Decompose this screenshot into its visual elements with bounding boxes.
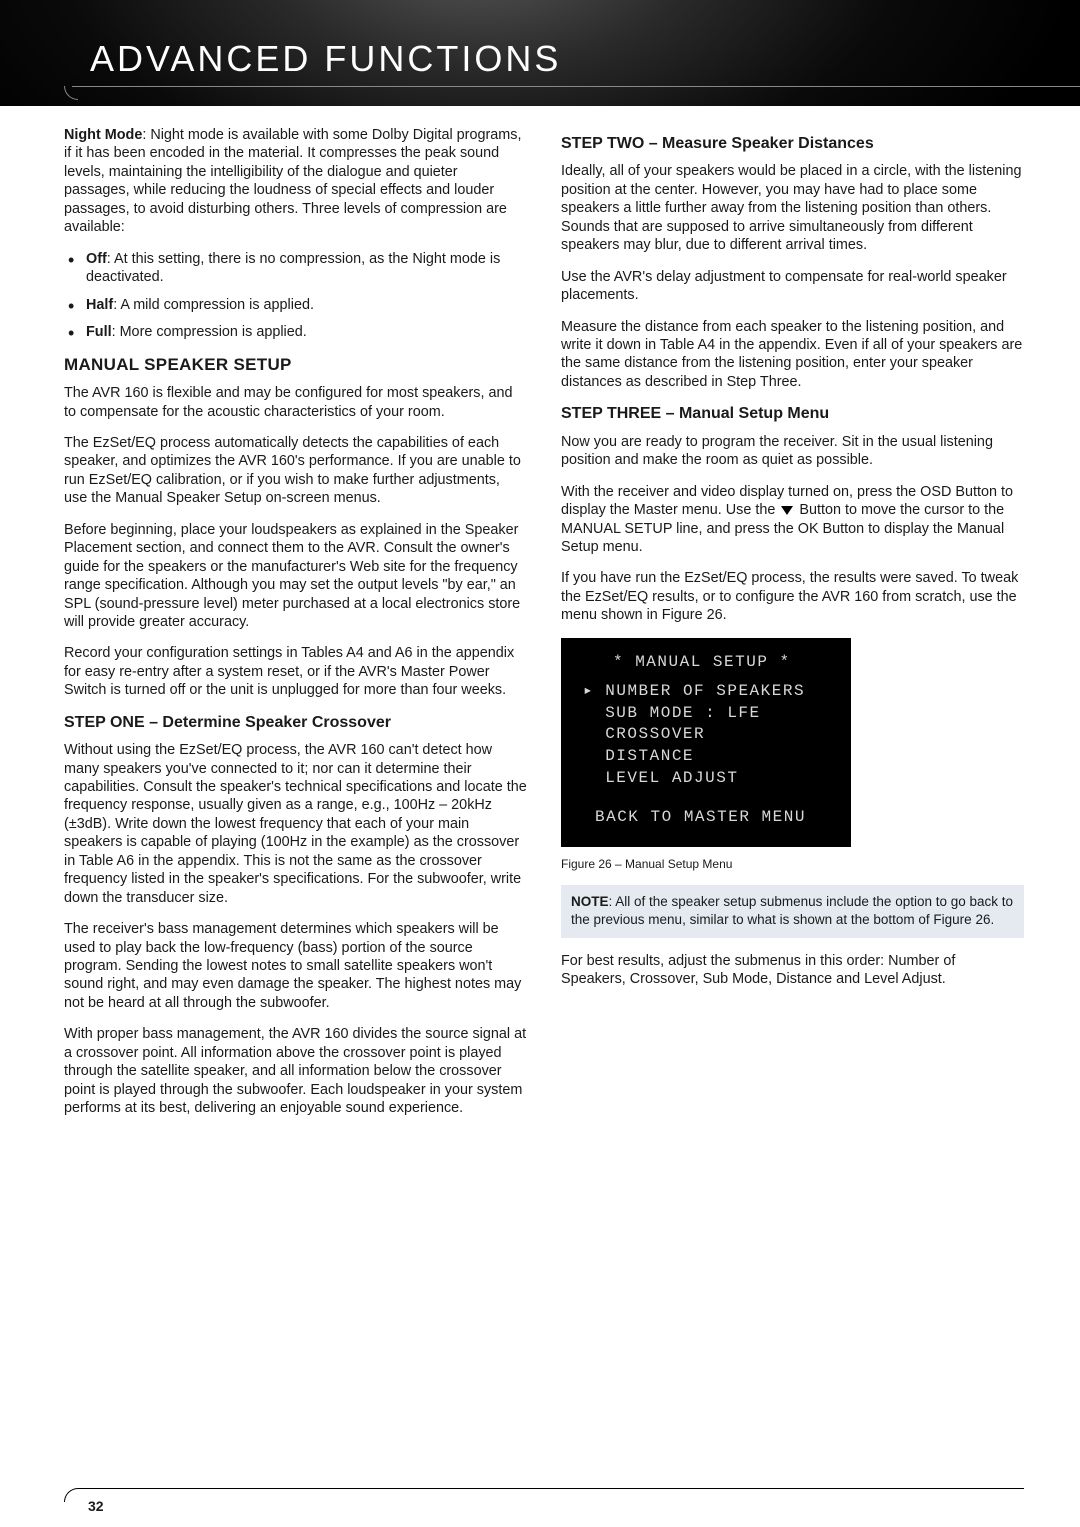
note-box: NOTE: All of the speaker setup submenus … <box>561 885 1024 937</box>
note-label: NOTE <box>571 894 609 909</box>
night-mode-paragraph: Night Mode: Night mode is available with… <box>64 126 527 237</box>
body-text: With the receiver and video display turn… <box>561 483 1024 557</box>
body-text: Ideally, all of your speakers would be p… <box>561 162 1024 254</box>
osd-line: LEVEL ADJUST <box>583 768 833 790</box>
list-item: Full: More compression is applied. <box>64 323 527 341</box>
osd-title: * MANUAL SETUP * <box>583 652 833 674</box>
bullet-label: Full <box>86 324 112 340</box>
body-text: Now you are ready to program the receive… <box>561 433 1024 470</box>
body-text: With proper bass management, the AVR 160… <box>64 1025 527 1117</box>
body-text: Measure the distance from each speaker t… <box>561 318 1024 392</box>
bullet-label: Off <box>86 251 107 267</box>
body-text: If you have run the EzSet/EQ process, th… <box>561 569 1024 624</box>
page-number: 32 <box>88 1498 104 1514</box>
right-column: STEP TWO – Measure Speaker Distances Ide… <box>561 126 1024 1130</box>
body-text: For best results, adjust the submenus in… <box>561 952 1024 989</box>
page-footer: 32 <box>64 1488 1024 1489</box>
figure-caption: Figure 26 – Manual Setup Menu <box>561 857 1024 872</box>
body-text: Record your configuration settings in Ta… <box>64 644 527 699</box>
osd-line: ▸ NUMBER OF SPEAKERS <box>583 681 833 703</box>
body-text: Without using the EzSet/EQ process, the … <box>64 741 527 907</box>
body-text: The AVR 160 is flexible and may be confi… <box>64 384 527 421</box>
content-area: Night Mode: Night mode is available with… <box>0 106 1080 1130</box>
list-item: Half: A mild compression is applied. <box>64 296 527 314</box>
osd-back: BACK TO MASTER MENU <box>583 807 833 829</box>
body-text: The EzSet/EQ process automatically detec… <box>64 434 527 508</box>
bullet-label: Half <box>86 297 113 313</box>
bullet-body: : At this setting, there is no compressi… <box>86 251 500 285</box>
step-three-heading: STEP THREE – Manual Setup Menu <box>561 404 1024 424</box>
step-two-heading: STEP TWO – Measure Speaker Distances <box>561 134 1024 154</box>
bullet-body: : A mild compression is applied. <box>113 297 314 313</box>
osd-screenshot: * MANUAL SETUP * ▸ NUMBER OF SPEAKERS SU… <box>561 638 851 847</box>
manual-speaker-setup-heading: MANUAL SPEAKER SETUP <box>64 354 527 376</box>
body-text: Before beginning, place your loudspeaker… <box>64 521 527 632</box>
down-arrow-icon <box>781 506 793 515</box>
header-rule <box>72 86 1080 87</box>
night-mode-body: : Night mode is available with some Dolb… <box>64 127 521 235</box>
compression-list: Off: At this setting, there is no compre… <box>64 250 527 342</box>
list-item: Off: At this setting, there is no compre… <box>64 250 527 287</box>
header-title: ADVANCED FUNCTIONS <box>90 38 561 80</box>
page-header: ADVANCED FUNCTIONS <box>0 0 1080 106</box>
bullet-body: : More compression is applied. <box>112 324 307 340</box>
note-body: : All of the speaker setup submenus incl… <box>571 894 1013 927</box>
night-mode-label: Night Mode <box>64 127 142 143</box>
osd-line: DISTANCE <box>583 746 833 768</box>
left-column: Night Mode: Night mode is available with… <box>64 126 527 1130</box>
osd-line: SUB MODE : LFE <box>583 703 833 725</box>
osd-line: CROSSOVER <box>583 724 833 746</box>
footer-curve <box>64 1488 78 1502</box>
footer-rule <box>78 1488 1024 1489</box>
header-curve <box>64 86 78 100</box>
body-text: The receiver's bass management determine… <box>64 920 527 1012</box>
step-one-heading: STEP ONE – Determine Speaker Crossover <box>64 713 527 733</box>
body-text: Use the AVR's delay adjustment to compen… <box>561 268 1024 305</box>
